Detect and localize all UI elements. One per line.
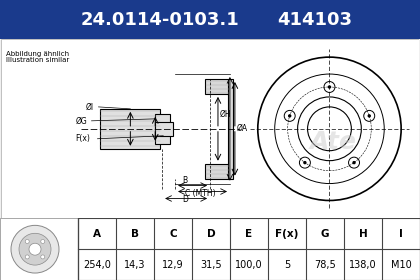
Circle shape (368, 115, 370, 117)
Text: F(x): F(x) (76, 134, 90, 143)
Text: ØA: ØA (237, 124, 248, 133)
Text: B: B (183, 176, 188, 185)
Text: A: A (93, 229, 101, 239)
Circle shape (29, 243, 41, 255)
Text: 31,5: 31,5 (200, 260, 222, 270)
Text: F(x): F(x) (276, 229, 299, 239)
Circle shape (353, 162, 355, 164)
Circle shape (304, 162, 306, 164)
Text: 14,3: 14,3 (124, 260, 146, 270)
Text: 78,5: 78,5 (314, 260, 336, 270)
Text: D: D (182, 195, 188, 204)
Text: Ate: Ate (310, 130, 357, 154)
Bar (78, 218, 420, 280)
Text: C: C (169, 229, 177, 239)
Text: E: E (245, 229, 252, 239)
Text: 414103: 414103 (278, 11, 352, 29)
Text: B: B (131, 229, 139, 239)
Circle shape (41, 255, 45, 259)
Bar (228, 79, 233, 179)
Text: 5: 5 (284, 260, 290, 270)
Text: 138,0: 138,0 (349, 260, 377, 270)
Text: ØH: ØH (220, 109, 231, 118)
Text: Abbildung ähnlich: Abbildung ähnlich (6, 51, 69, 57)
Text: C (MTH): C (MTH) (185, 188, 215, 197)
Bar (205, 79, 230, 94)
Text: Illustration similar: Illustration similar (6, 57, 69, 63)
Circle shape (25, 239, 29, 243)
Text: 254,0: 254,0 (83, 260, 111, 270)
FancyBboxPatch shape (0, 0, 420, 39)
Text: 24.0114-0103.1: 24.0114-0103.1 (80, 11, 239, 29)
Text: 12,9: 12,9 (162, 260, 184, 270)
Text: M10: M10 (391, 260, 411, 270)
Text: D: D (207, 229, 215, 239)
Text: H: H (359, 229, 368, 239)
Circle shape (19, 233, 51, 265)
Text: 100,0: 100,0 (235, 260, 263, 270)
Circle shape (328, 86, 331, 88)
Bar (155, 122, 173, 136)
Text: ØG: ØG (76, 116, 87, 125)
Text: G: G (321, 229, 329, 239)
Text: ØI: ØI (86, 102, 94, 111)
Circle shape (11, 225, 59, 273)
Circle shape (289, 115, 291, 117)
Bar (205, 164, 230, 179)
Text: I: I (399, 229, 403, 239)
Bar (155, 114, 170, 144)
Circle shape (41, 239, 45, 243)
Bar (100, 109, 160, 149)
Circle shape (25, 255, 29, 259)
